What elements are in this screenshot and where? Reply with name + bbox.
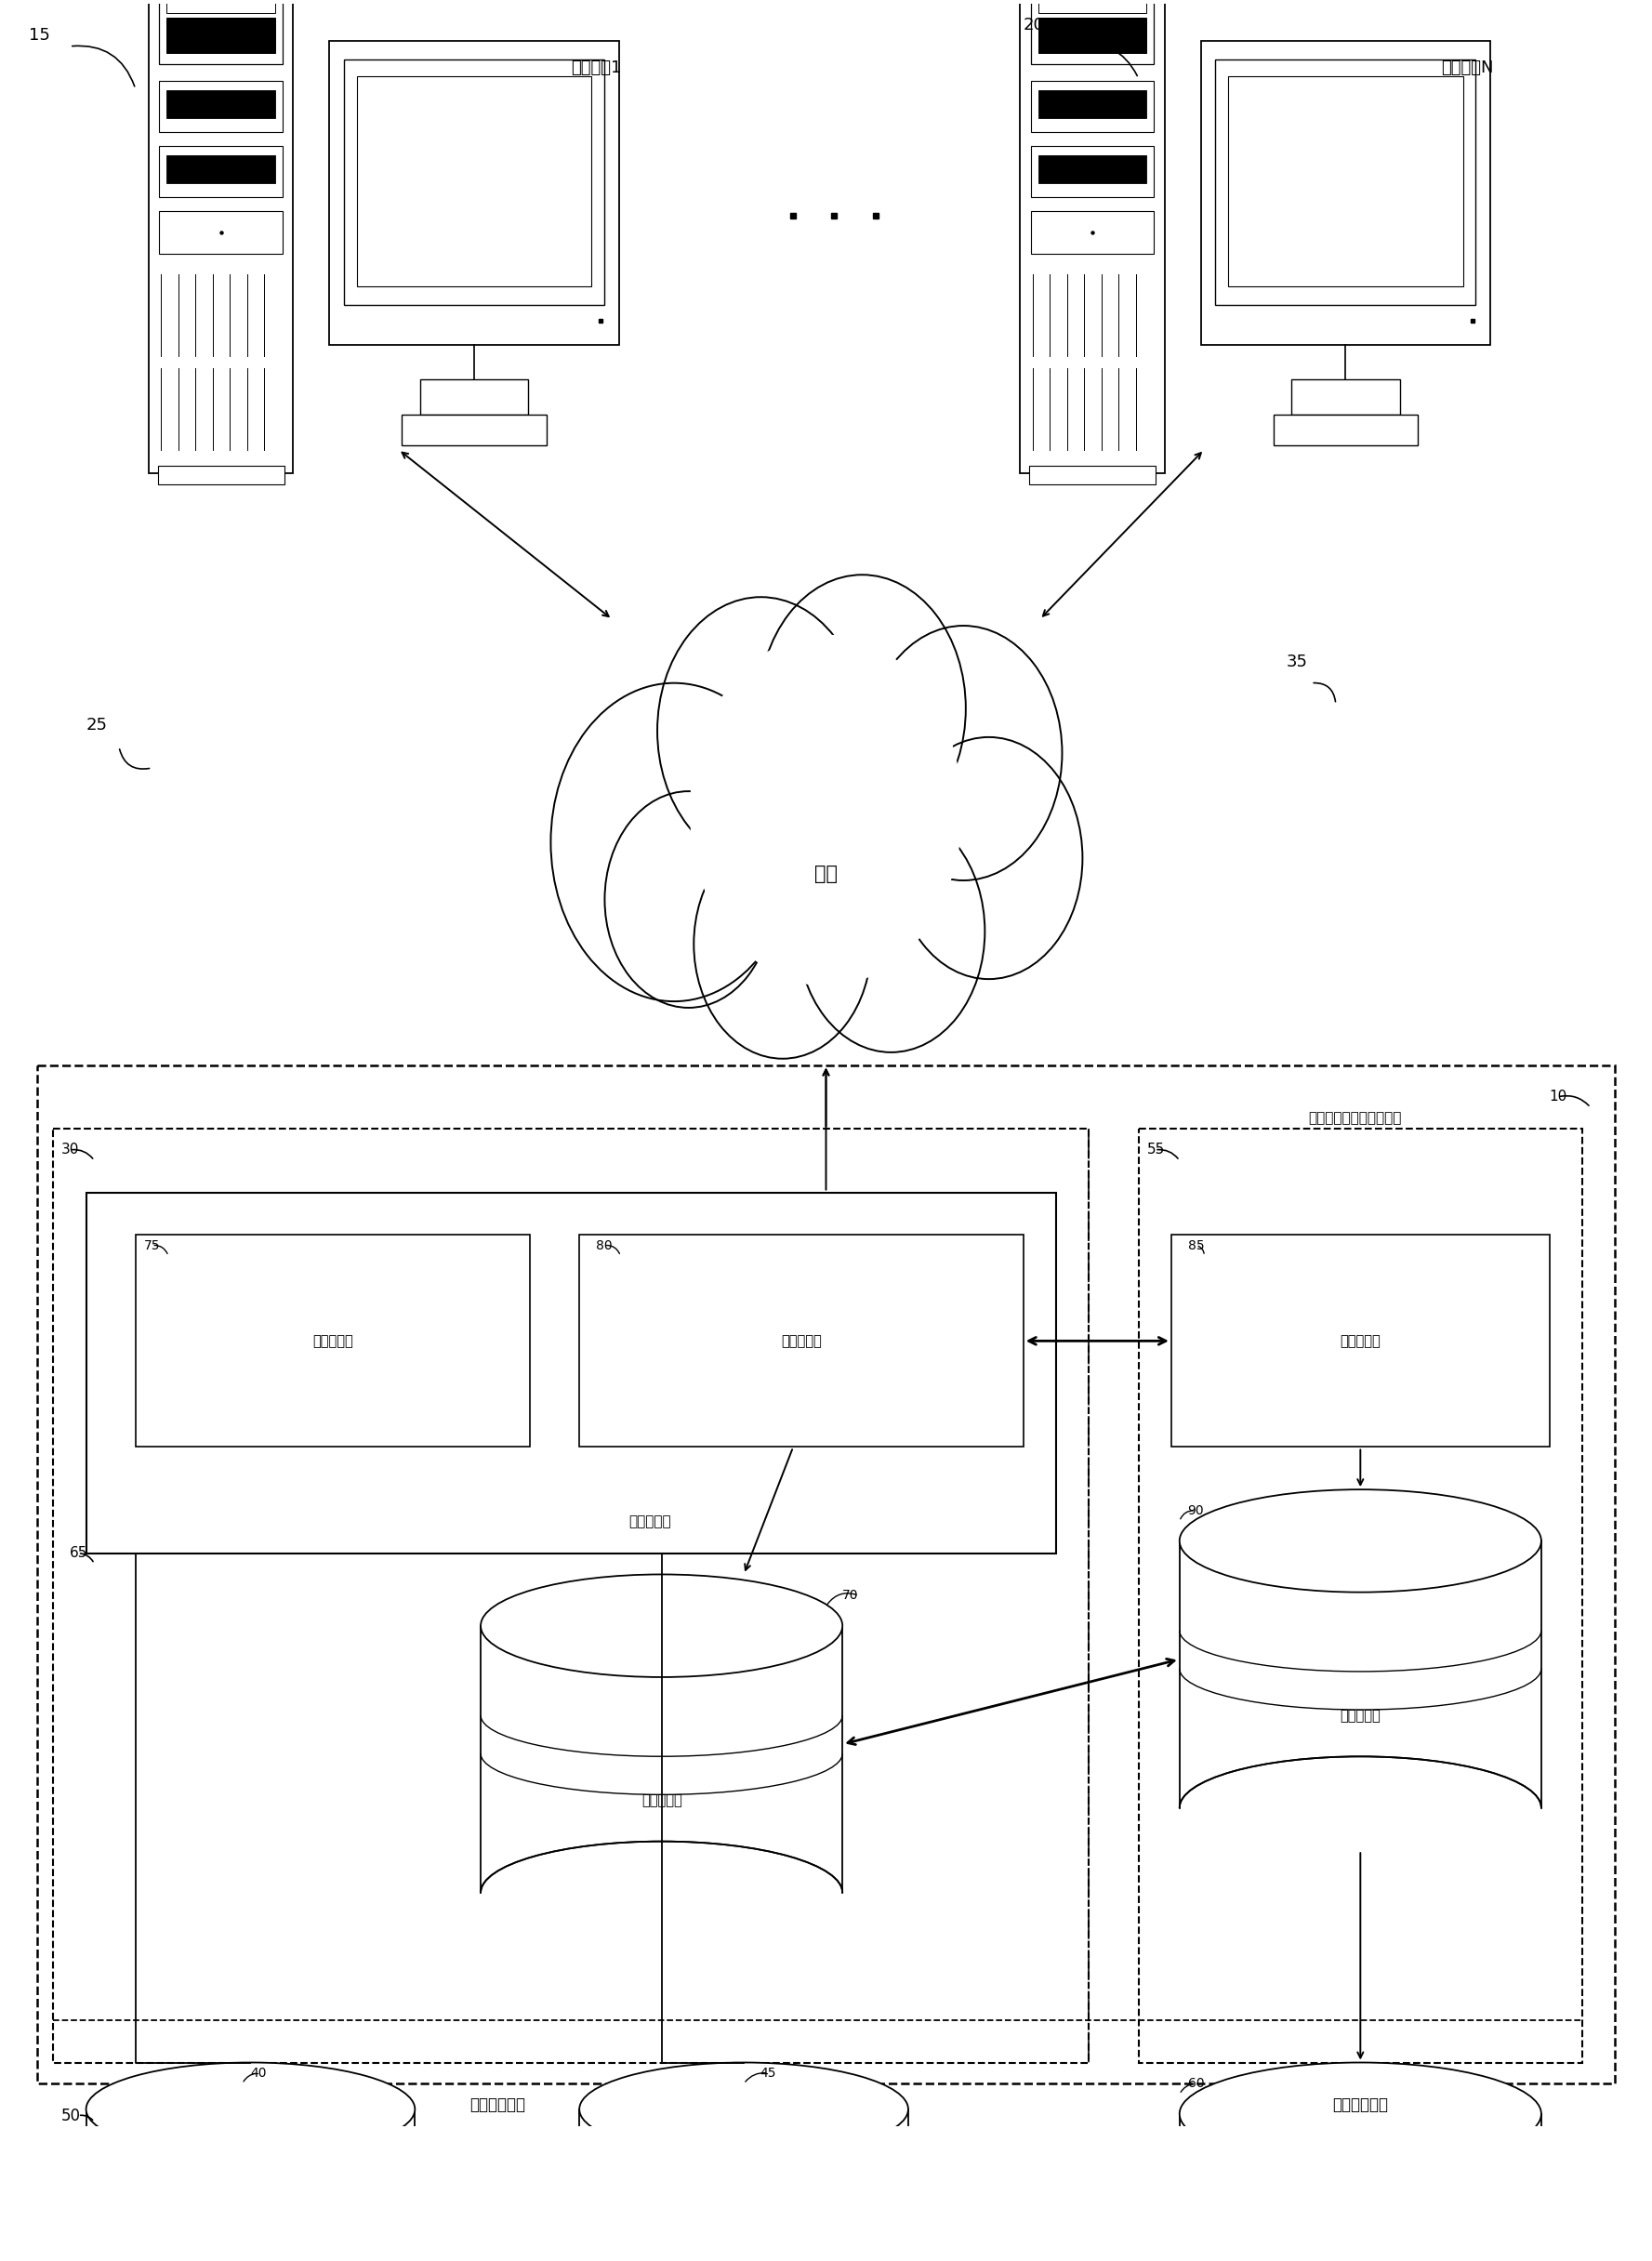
FancyBboxPatch shape — [1031, 213, 1153, 253]
FancyBboxPatch shape — [580, 2110, 909, 2261]
Text: 10: 10 — [1550, 1090, 1568, 1103]
FancyBboxPatch shape — [1274, 414, 1417, 445]
FancyBboxPatch shape — [167, 156, 276, 183]
Text: 45: 45 — [760, 2067, 776, 2080]
FancyBboxPatch shape — [1227, 77, 1464, 287]
FancyBboxPatch shape — [1171, 1235, 1550, 1447]
Text: 85: 85 — [1188, 1239, 1204, 1253]
FancyBboxPatch shape — [401, 414, 547, 445]
Text: 15: 15 — [28, 27, 50, 43]
Text: 应用一致的远程镜像系统: 应用一致的远程镜像系统 — [1308, 1110, 1401, 1126]
FancyBboxPatch shape — [1180, 2114, 1541, 2261]
FancyBboxPatch shape — [1292, 380, 1399, 414]
FancyBboxPatch shape — [1037, 90, 1146, 118]
Text: 60: 60 — [1188, 2078, 1204, 2089]
FancyBboxPatch shape — [86, 1192, 1056, 1553]
Text: 应用主机1: 应用主机1 — [570, 59, 621, 77]
FancyBboxPatch shape — [86, 2110, 415, 2261]
Text: 应用主机N: 应用主机N — [1441, 59, 1493, 77]
Text: 拦截代理器: 拦截代理器 — [781, 1334, 821, 1348]
FancyBboxPatch shape — [1037, 18, 1146, 52]
FancyBboxPatch shape — [160, 213, 282, 253]
FancyBboxPatch shape — [1029, 466, 1156, 484]
FancyBboxPatch shape — [1180, 1540, 1541, 1809]
Circle shape — [657, 597, 864, 864]
FancyBboxPatch shape — [160, 147, 282, 197]
Text: 40: 40 — [251, 2067, 266, 2080]
Text: 65: 65 — [69, 1547, 88, 1560]
FancyBboxPatch shape — [481, 1626, 843, 1892]
FancyBboxPatch shape — [357, 77, 591, 287]
Circle shape — [605, 791, 773, 1008]
FancyBboxPatch shape — [1201, 41, 1490, 344]
FancyBboxPatch shape — [580, 1235, 1023, 1447]
Text: 90: 90 — [1188, 1504, 1204, 1517]
Ellipse shape — [86, 2062, 415, 2157]
Text: 55: 55 — [1146, 1144, 1165, 1158]
FancyBboxPatch shape — [329, 41, 620, 344]
FancyBboxPatch shape — [157, 466, 284, 484]
FancyBboxPatch shape — [420, 380, 529, 414]
FancyBboxPatch shape — [1216, 59, 1475, 305]
Text: 30: 30 — [61, 1144, 79, 1158]
Text: 25: 25 — [86, 717, 107, 735]
Text: 75: 75 — [144, 1239, 160, 1253]
FancyBboxPatch shape — [135, 1235, 530, 1447]
Circle shape — [550, 683, 798, 1002]
Text: 远程存储系统: 远程存储系统 — [1333, 2096, 1388, 2114]
FancyBboxPatch shape — [167, 90, 276, 118]
FancyBboxPatch shape — [167, 18, 276, 52]
Text: 35: 35 — [1287, 653, 1308, 669]
Text: 复制协调器: 复制协调器 — [312, 1334, 354, 1348]
Text: 虚拟化设备: 虚拟化设备 — [629, 1515, 671, 1528]
Ellipse shape — [1180, 1757, 1541, 1859]
FancyBboxPatch shape — [1037, 0, 1146, 14]
Circle shape — [864, 626, 1062, 880]
Text: 80: 80 — [596, 1239, 613, 1253]
FancyBboxPatch shape — [1019, 0, 1165, 473]
Circle shape — [798, 809, 985, 1051]
Text: 50: 50 — [61, 2107, 81, 2123]
FancyBboxPatch shape — [160, 81, 282, 131]
FancyBboxPatch shape — [344, 59, 605, 305]
Text: 70: 70 — [843, 1589, 859, 1603]
Ellipse shape — [1180, 2062, 1541, 2166]
Text: 远程代理器: 远程代理器 — [1340, 1334, 1381, 1348]
FancyBboxPatch shape — [1031, 0, 1153, 63]
FancyBboxPatch shape — [1031, 147, 1153, 197]
Ellipse shape — [481, 1574, 843, 1678]
Ellipse shape — [580, 2062, 909, 2157]
Text: 本地存储系统: 本地存储系统 — [469, 2096, 525, 2114]
FancyBboxPatch shape — [1037, 156, 1146, 183]
Text: 本地复制卷: 本地复制卷 — [641, 1793, 682, 1809]
Text: 20: 20 — [1023, 16, 1044, 34]
FancyBboxPatch shape — [160, 0, 282, 63]
FancyBboxPatch shape — [167, 0, 276, 14]
Text: 网络: 网络 — [814, 864, 838, 884]
FancyBboxPatch shape — [149, 0, 294, 473]
Text: 远程复制卷: 远程复制卷 — [1340, 1709, 1381, 1723]
Ellipse shape — [1180, 1490, 1541, 1592]
FancyBboxPatch shape — [1031, 81, 1153, 131]
Circle shape — [895, 737, 1082, 979]
Circle shape — [694, 830, 871, 1058]
Ellipse shape — [481, 1840, 843, 1944]
Circle shape — [758, 574, 966, 841]
Circle shape — [691, 635, 961, 986]
